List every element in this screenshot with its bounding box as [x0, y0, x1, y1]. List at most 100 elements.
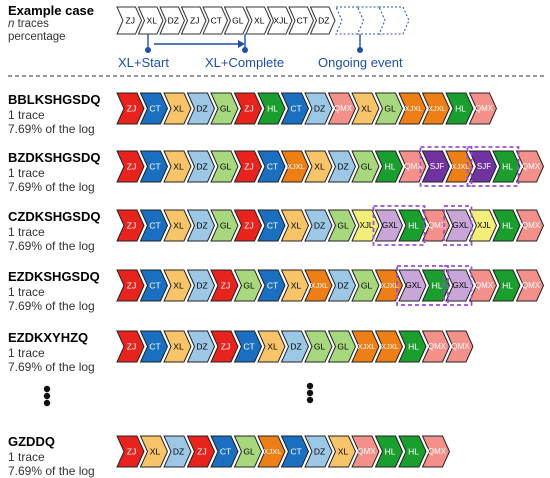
event-chevron [163, 435, 192, 468]
event-chevron [233, 92, 263, 125]
example-event-label: XJL [273, 16, 288, 26]
example-event-label: ZJ [126, 16, 135, 26]
event-chevron [163, 209, 192, 242]
example-event-label: CT [297, 16, 308, 26]
event-chevron [445, 209, 474, 242]
event-chevron [398, 209, 427, 242]
event-chevron [421, 269, 451, 302]
event-label: GL [243, 281, 255, 291]
event-chevron [116, 92, 145, 125]
event-label: GL [361, 281, 373, 291]
event-label: XL [173, 221, 184, 231]
example-event-label: GL [232, 16, 244, 26]
event-label: QMX [334, 104, 353, 113]
event-label: QMX [475, 281, 494, 290]
event-label: ZJ [127, 162, 136, 172]
event-chevron [445, 330, 474, 363]
case-percentage: 7.69% of the log [8, 180, 95, 194]
event-label: XL [338, 447, 349, 457]
event-chevron [210, 435, 239, 468]
event-label: XJL [360, 221, 374, 230]
event-label: QMX [404, 162, 423, 171]
event-label: ZJ [221, 342, 230, 352]
event-chevron [304, 330, 333, 363]
event-label: HL [385, 447, 396, 457]
event-chevron [327, 92, 357, 125]
event-chevron [445, 92, 474, 125]
highlight-box [466, 146, 520, 187]
event-label: XL [314, 162, 325, 172]
event-label: XJXL [287, 162, 305, 171]
event-label: DZ [314, 104, 325, 114]
case-trace-count: 1 trace [8, 166, 45, 180]
highlight-box [443, 205, 473, 246]
event-label: XJXL [264, 447, 282, 456]
event-chevron [327, 330, 357, 363]
event-chevron [351, 150, 380, 183]
event-label: HL [502, 162, 513, 172]
event-chevron [233, 150, 263, 183]
event-chevron [327, 269, 357, 302]
ellipsis-dot [43, 385, 51, 393]
event-chevron [327, 435, 357, 468]
event-label: QMX [522, 221, 541, 230]
event-label: XL [173, 342, 184, 352]
event-label: CT [243, 342, 254, 352]
event-chevron [186, 209, 216, 242]
highlight-box [443, 265, 473, 306]
event-label: CT [267, 281, 278, 291]
event-chevron [186, 269, 216, 302]
event-label: DZ [196, 281, 207, 291]
event-chevron [515, 269, 545, 302]
event-label: GL [314, 342, 326, 352]
event-chevron [210, 269, 239, 302]
event-chevron [515, 209, 545, 242]
event-label: QMX [428, 221, 447, 230]
event-chevron [445, 150, 474, 183]
event-chevron [116, 269, 145, 302]
ongoing-marker-dot [357, 47, 363, 53]
event-label: CT [220, 447, 231, 457]
event-chevron [327, 150, 357, 183]
event-chevron [257, 150, 286, 183]
event-chevron [374, 150, 404, 183]
event-label: GXL [452, 221, 469, 230]
event-chevron [139, 435, 169, 468]
event-label: HL [385, 162, 396, 172]
event-label: XL [361, 104, 372, 114]
event-label: XJL [477, 221, 491, 230]
event-chevron [139, 150, 169, 183]
event-label: ZJ [244, 104, 253, 114]
example-event-chevron [180, 6, 207, 35]
case-trace-count: 1 trace [8, 450, 45, 464]
example-case-title: Example case [8, 3, 95, 18]
event-chevron [186, 92, 216, 125]
event-label: XJXL [428, 104, 446, 113]
event-label: HL [408, 447, 419, 457]
case-percentage: 7.69% of the log [8, 122, 95, 136]
event-chevron [398, 435, 427, 468]
event-label: XJXL [311, 281, 329, 290]
event-chevron [116, 209, 145, 242]
event-label: ZJ [127, 281, 136, 291]
event-label: HL [455, 104, 466, 114]
event-chevron [421, 435, 451, 468]
event-chevron [351, 269, 380, 302]
case-trace-count: 1 trace [8, 108, 45, 122]
ellipsis-dot [306, 389, 314, 397]
start-marker-dot [145, 47, 151, 53]
event-chevron [374, 435, 404, 468]
event-chevron [186, 330, 216, 363]
event-label: CT [267, 221, 278, 231]
event-chevron [492, 150, 521, 183]
event-chevron [421, 209, 451, 242]
event-chevron [116, 150, 145, 183]
ellipsis-dot [306, 396, 314, 404]
event-label: QMX [428, 447, 447, 456]
event-chevron [210, 330, 239, 363]
event-chevron [139, 269, 169, 302]
event-label: XL [267, 342, 278, 352]
event-label: DZ [196, 221, 207, 231]
example-event-label: CT [211, 16, 222, 26]
case-name: CZDKSHGSDQ [8, 209, 101, 224]
